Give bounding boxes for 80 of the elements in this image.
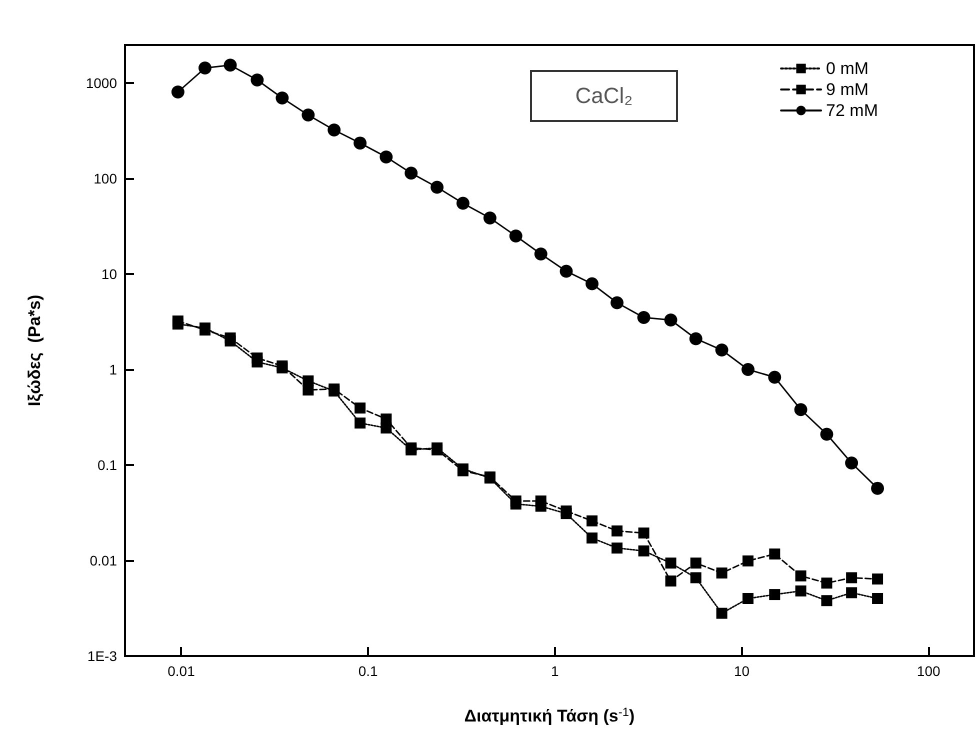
point	[483, 211, 496, 224]
point	[638, 528, 650, 539]
y-tick-label: 1000	[86, 75, 118, 92]
point	[821, 595, 832, 606]
point	[302, 108, 315, 122]
point	[795, 585, 806, 596]
y-tick-label: 1	[109, 362, 118, 378]
point	[534, 247, 548, 260]
annotation: CaCl₂	[530, 70, 678, 122]
point	[560, 264, 573, 278]
point	[276, 91, 289, 104]
point	[252, 352, 263, 364]
point	[380, 414, 392, 425]
point	[250, 74, 264, 86]
point	[610, 296, 624, 310]
point	[742, 363, 754, 376]
point	[637, 311, 650, 324]
x-tick-label: 0.1	[358, 663, 378, 679]
point	[820, 428, 834, 441]
y-tick-label: 1E-3	[87, 648, 118, 664]
point	[224, 58, 237, 72]
point	[404, 166, 418, 180]
point	[354, 418, 366, 429]
point	[846, 572, 858, 584]
point	[742, 593, 754, 604]
point	[612, 525, 623, 536]
point	[171, 86, 184, 98]
y-tick-label: 0.01	[90, 552, 118, 568]
point	[354, 136, 367, 150]
legend-label: 72 mM	[826, 101, 878, 120]
point	[612, 542, 623, 554]
x-tick-label: 100	[916, 663, 940, 679]
x-tick-label: 10	[734, 663, 750, 679]
point	[172, 316, 184, 326]
point	[586, 515, 598, 526]
point	[690, 558, 702, 569]
point	[328, 124, 341, 136]
x-tick-label: 0.01	[168, 663, 196, 679]
point	[795, 570, 806, 582]
point	[768, 370, 782, 384]
point	[716, 567, 728, 578]
point	[664, 313, 678, 326]
point	[198, 62, 212, 75]
legend-label: 9 mM	[826, 80, 869, 99]
point	[716, 608, 728, 619]
point	[535, 495, 546, 506]
point	[872, 574, 884, 585]
x-tick-label: 1	[551, 663, 560, 679]
point	[742, 555, 754, 566]
point	[715, 344, 728, 357]
point	[510, 495, 522, 506]
point	[638, 545, 650, 556]
point	[560, 505, 572, 516]
point	[509, 230, 522, 242]
legend-label: 0 mM	[826, 59, 869, 78]
point	[665, 558, 676, 569]
point	[846, 587, 858, 598]
y-axis-title: Ιξώδες (Pa*s)	[25, 294, 44, 406]
point	[794, 403, 808, 416]
point	[665, 576, 676, 586]
point	[328, 383, 340, 394]
point	[690, 572, 702, 584]
y-tick-label: 10	[101, 266, 118, 282]
point	[224, 332, 236, 344]
point	[456, 196, 470, 210]
point	[430, 180, 444, 194]
y-tick-label: 0.1	[98, 457, 118, 473]
point	[845, 456, 858, 470]
point	[821, 578, 832, 589]
point	[769, 589, 780, 600]
point	[769, 548, 780, 560]
point	[871, 482, 884, 495]
point	[689, 332, 702, 346]
y-tick-label: 100	[94, 170, 118, 187]
point	[302, 384, 314, 396]
point	[354, 402, 366, 414]
point	[380, 150, 393, 164]
point	[586, 277, 599, 290]
point	[586, 532, 598, 544]
point	[872, 593, 884, 604]
